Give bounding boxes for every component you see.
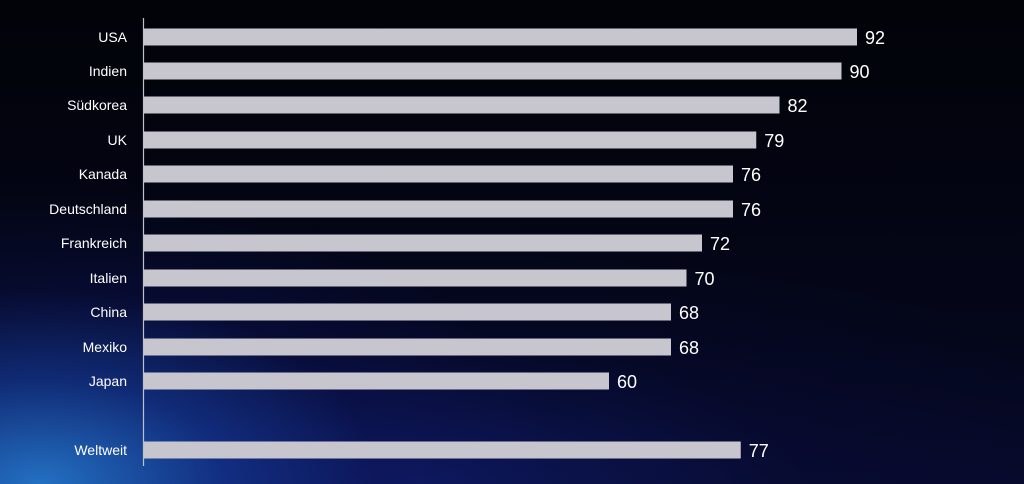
bar-frankreich [144,234,702,252]
category-label-uk: UK [108,132,128,148]
value-label-china: 68 [679,303,699,323]
value-label-frankreich: 72 [710,234,730,254]
category-label-china: China [90,304,127,320]
bar-china [144,303,671,321]
value-label-mexiko: 68 [679,338,699,358]
bar-weltweit [144,441,741,459]
category-label-suedkorea: Südkorea [67,97,127,113]
bar-italien [144,269,687,287]
bar-mexiko [144,338,671,356]
bar-deutschland [144,200,733,218]
category-label-japan: Japan [89,373,127,389]
category-label-italien: Italien [90,270,127,286]
category-label-kanada: Kanada [79,166,127,182]
value-label-indien: 90 [850,62,870,82]
bars-group [144,28,857,459]
category-label-frankreich: Frankreich [61,235,127,251]
category-label-mexiko: Mexiko [83,339,128,355]
bar-japan [144,372,609,390]
category-label-indien: Indien [89,63,127,79]
value-label-usa: 92 [865,28,885,48]
category-label-deutschland: Deutschland [49,201,127,217]
value-label-kanada: 76 [741,165,761,185]
value-label-weltweit: 77 [749,441,769,461]
bar-kanada [144,165,733,183]
bar-usa [144,28,857,46]
category-label-weltweit: Weltweit [74,442,127,458]
category-label-usa: USA [98,29,127,45]
value-label-italien: 70 [695,269,715,289]
value-label-deutschland: 76 [741,200,761,220]
value-label-japan: 60 [617,372,637,392]
bar-uk [144,131,757,149]
bar-suedkorea [144,96,780,114]
value-label-uk: 79 [764,131,784,151]
category-labels-group: USA Indien Südkorea UK Kanada Deutschland Fran… [49,29,127,458]
value-label-suedkorea: 82 [788,96,808,116]
bar-indien [144,62,842,80]
